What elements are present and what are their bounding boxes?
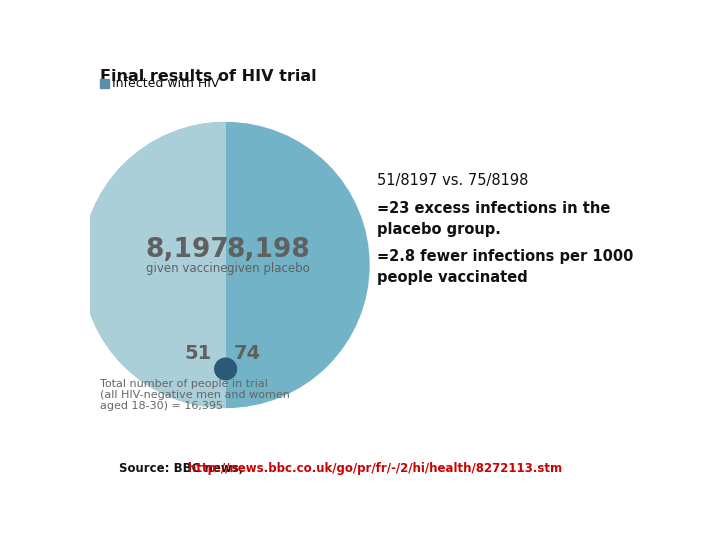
Text: 74: 74 <box>234 344 261 363</box>
Text: =23 excess infections in the
placebo group.: =23 excess infections in the placebo gro… <box>377 201 610 237</box>
Text: given vaccine: given vaccine <box>146 262 228 275</box>
Text: given placebo: given placebo <box>227 262 310 275</box>
Text: Infected with HIV: Infected with HIV <box>112 77 219 90</box>
Circle shape <box>82 123 369 408</box>
Text: 51/8197 vs. 75/8198: 51/8197 vs. 75/8198 <box>377 173 528 188</box>
Text: =2.8 fewer infections per 1000
people vaccinated: =2.8 fewer infections per 1000 people va… <box>377 249 633 285</box>
Text: aged 18-30) = 16,395: aged 18-30) = 16,395 <box>100 401 223 411</box>
Text: 8,197: 8,197 <box>145 237 229 262</box>
Text: Total number of people in trial: Total number of people in trial <box>100 379 268 389</box>
Text: 8,198: 8,198 <box>226 237 310 262</box>
Circle shape <box>82 123 369 408</box>
Text: Final results of HIV trial: Final results of HIV trial <box>100 69 317 84</box>
Bar <box>100 79 109 88</box>
Text: 51: 51 <box>185 344 212 363</box>
Text: (all HIV-negative men and women: (all HIV-negative men and women <box>100 390 290 400</box>
Circle shape <box>215 358 236 380</box>
Text: http://news.bbc.co.uk/go/pr/fr/-/2/hi/health/8272113.stm: http://news.bbc.co.uk/go/pr/fr/-/2/hi/he… <box>188 462 562 475</box>
Text: Source: BBC news,: Source: BBC news, <box>120 462 248 475</box>
